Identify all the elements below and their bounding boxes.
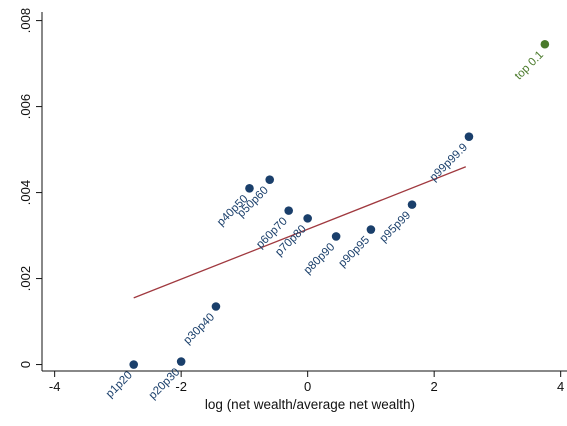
fit-line-group xyxy=(133,166,467,299)
data-point xyxy=(407,200,417,209)
x-tick-label: 2 xyxy=(431,379,438,394)
x-axis-title: log (net wealth/average net wealth) xyxy=(205,397,415,412)
data-point xyxy=(245,183,254,193)
data-point xyxy=(129,360,139,369)
x-tick-label: -2 xyxy=(175,379,187,394)
data-point xyxy=(284,206,293,215)
data-point xyxy=(331,232,341,241)
y-tick-label: .008 xyxy=(18,8,33,33)
data-point xyxy=(176,357,186,366)
y-tick-label: .002 xyxy=(18,266,33,291)
fit-line xyxy=(133,166,467,299)
data-point xyxy=(540,39,550,49)
data-point xyxy=(464,132,474,141)
data-point xyxy=(303,214,312,223)
x-tick-label: 4 xyxy=(557,379,564,394)
data-point xyxy=(265,175,275,184)
data-point xyxy=(366,225,376,234)
x-tick-label: 0 xyxy=(304,379,311,394)
x-tick-label: -4 xyxy=(49,379,61,394)
y-tick-label: 0 xyxy=(18,361,33,368)
y-tick-label: .004 xyxy=(18,180,33,205)
data-point xyxy=(211,302,221,311)
axes: -4 -2 0 2 4 0 .002 .004 .006 .008 xyxy=(18,8,567,394)
data-points xyxy=(129,39,550,369)
y-tick-label: .006 xyxy=(18,94,33,119)
